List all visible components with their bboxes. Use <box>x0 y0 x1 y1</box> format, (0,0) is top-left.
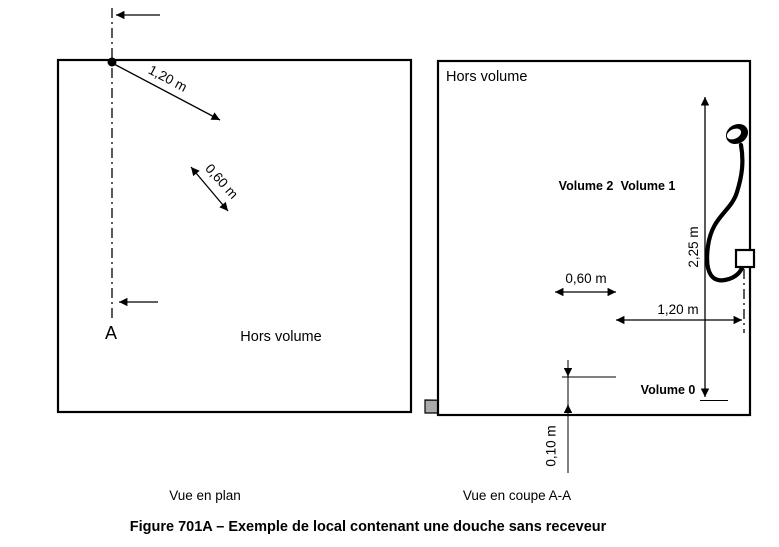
shower-fixture-icon <box>705 123 756 333</box>
section-cut-label: A <box>105 323 117 343</box>
dim-label-volume-height: 2,25 m <box>686 226 701 267</box>
dim-arrow-band-0-60 <box>190 166 229 212</box>
volume0-label: Volume 0 <box>641 383 696 397</box>
shower-handle <box>734 248 756 269</box>
section-view: Hors volume Volume 2 Volume 1 Volume 0 0… <box>424 59 756 473</box>
volume2-label: Volume 2 <box>559 179 614 193</box>
shower-head-face <box>726 128 742 140</box>
section-view-caption: Vue en coupe A-A <box>463 488 571 503</box>
plan-hors-volume-label: Hors volume <box>240 329 321 345</box>
dim-label-v0-height: 0,10 m <box>544 425 559 466</box>
shower-hose <box>705 142 746 283</box>
section-hors-volume-label: Hors volume <box>446 69 527 85</box>
section-room-outline <box>436 59 752 417</box>
volume1-label: Volume 1 <box>621 179 676 193</box>
figure-caption: Figure 701A – Exemple de local contenant… <box>130 519 607 535</box>
dim-arrow-radius-1-20 <box>113 63 221 121</box>
plan-room-outline <box>56 58 413 414</box>
dim-label-v2-width: 0,60 m <box>565 271 606 286</box>
plan-view: A 1,20 m 0,60 m Hors volume <box>56 8 413 414</box>
dim-label-v1-width: 1,20 m <box>657 302 698 317</box>
plan-view-caption: Vue en plan <box>169 488 241 503</box>
